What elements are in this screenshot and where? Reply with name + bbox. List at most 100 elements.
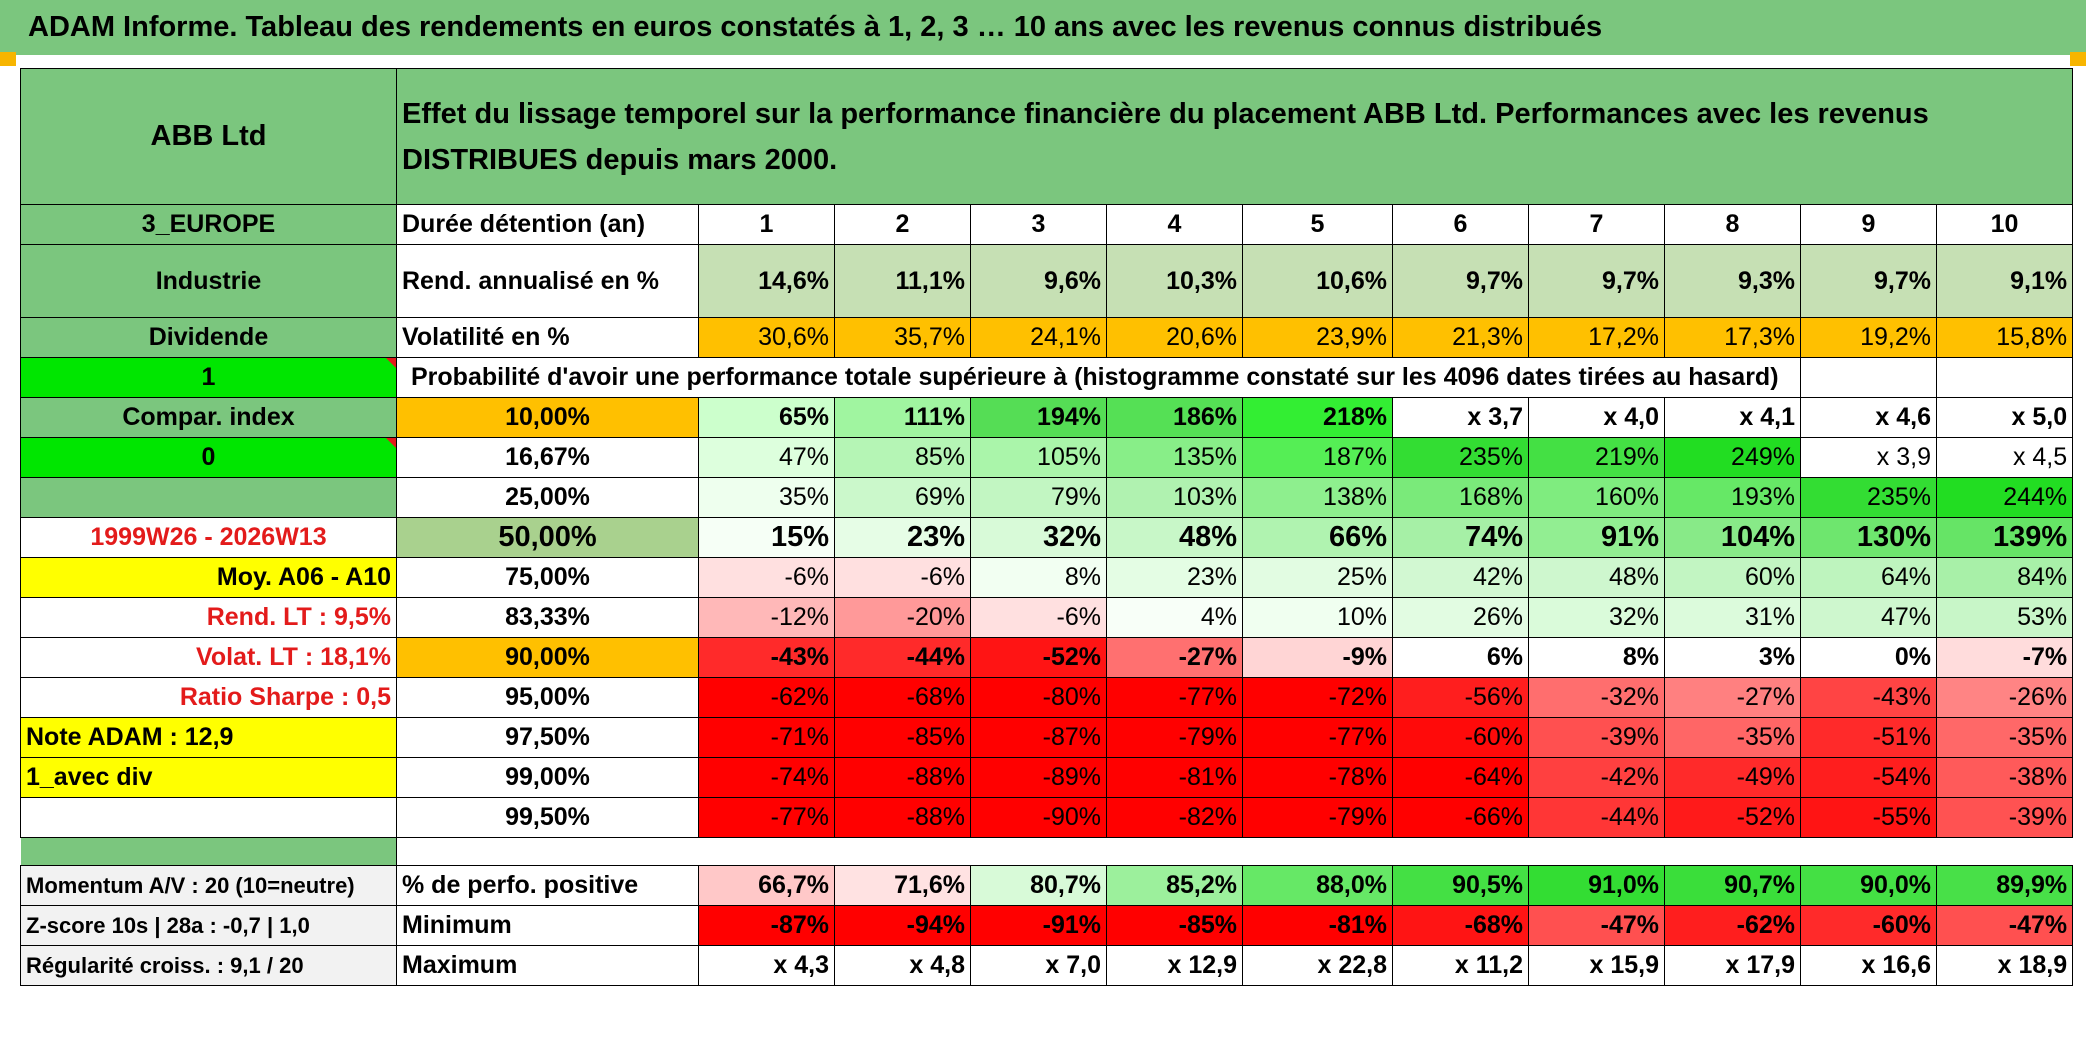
prob-value: -38% <box>1935 757 2074 798</box>
prob-value: x 4,1 <box>1664 397 1801 438</box>
rend-row: Industrie Rend. annualisé en % 14,6% 11,1… <box>20 244 2074 318</box>
flag-one: 1 <box>20 357 397 398</box>
prob-threshold-label: 99,00% <box>396 757 699 798</box>
maximum-value: x 4,3 <box>698 945 835 986</box>
minimum-row: Z-score 10s | 28a : -0,7 | 1,0 Minimum -… <box>20 905 2074 946</box>
spacer-white <box>396 837 2073 866</box>
minimum-value: -68% <box>1392 905 1529 946</box>
corner-marker-left <box>0 52 16 66</box>
minimum-value: -91% <box>970 905 1107 946</box>
maximum-row: Régularité croiss. : 9,1 / 20 Maximum x … <box>20 945 2074 986</box>
prob-value: 47% <box>698 437 835 478</box>
year-header: 1 <box>698 204 835 245</box>
prob-value: -52% <box>1664 797 1801 838</box>
vol-value: 15,8% <box>1935 317 2074 358</box>
positive-value: 71,6% <box>834 865 971 906</box>
prob-value: 35% <box>698 477 835 518</box>
prob-value: x 3,7 <box>1392 397 1529 438</box>
prob-value: -52% <box>970 637 1107 678</box>
maximum-value: x 12,9 <box>1106 945 1243 986</box>
prob-value: 65% <box>698 397 835 438</box>
prob-threshold-label: 99,50% <box>396 797 699 838</box>
prob-value: 79% <box>970 477 1107 518</box>
prob-value: -56% <box>1392 677 1529 718</box>
prob-value: 26% <box>1392 597 1529 638</box>
prob-value: 42% <box>1392 557 1529 598</box>
prob-value: -51% <box>1800 717 1937 758</box>
rend-value: 11,1% <box>834 244 971 318</box>
average-label: Moy. A06 - A10 <box>20 557 397 598</box>
prob-value: -68% <box>834 677 971 718</box>
prob-value: -9% <box>1242 637 1393 678</box>
flag-zero: 0 <box>20 437 397 478</box>
rend-value: 9,3% <box>1664 244 1801 318</box>
performance-sheet: ABB Ltd Effet du lissage temporel sur la… <box>20 68 2074 1028</box>
prob-value: 3% <box>1664 637 1801 678</box>
vol-value: 17,2% <box>1528 317 1665 358</box>
vol-row: Dividende Volatilité en % 30,6% 35,7% 24,1… <box>20 317 2074 358</box>
proba-title: Probabilité d'avoir une performance tota… <box>396 357 1801 398</box>
rend-value: 9,7% <box>1800 244 1937 318</box>
prob-value: x 5,0 <box>1935 397 2074 438</box>
prob-value: 64% <box>1800 557 1937 598</box>
rend-value: 9,7% <box>1392 244 1529 318</box>
header-description: Effet du lissage temporel sur la perform… <box>395 68 2074 205</box>
prob-value: 91% <box>1528 517 1665 558</box>
distribution-label: Dividende <box>20 317 397 358</box>
prob-threshold-label: 95,00% <box>396 677 699 718</box>
minimum-value: -47% <box>1935 905 2074 946</box>
prob-value: 48% <box>1528 557 1665 598</box>
prob-value: -85% <box>834 717 971 758</box>
year-header: 3 <box>970 204 1107 245</box>
prob-value: 32% <box>1528 597 1665 638</box>
prob-value: -35% <box>1664 717 1801 758</box>
prob-value: 60% <box>1664 557 1801 598</box>
prob-value: 85% <box>834 437 971 478</box>
prob-value: -27% <box>1664 677 1801 718</box>
year-header: 9 <box>1800 204 1937 245</box>
prob-value: -82% <box>1106 797 1243 838</box>
prob-value: -35% <box>1935 717 2074 758</box>
compar-index-label: Compar. index <box>20 397 397 438</box>
prob-row: Moy. A06 - A10 75,00% -6% -6% 8% 23% 25% 42% 48… <box>20 557 2074 598</box>
sector-label: Industrie <box>20 244 397 318</box>
rend-label: Rend. annualisé en % <box>396 244 699 318</box>
spacer-green <box>20 837 397 866</box>
minimum-label: Minimum <box>396 905 699 946</box>
prob-value: -81% <box>1106 757 1243 798</box>
prob-value: 66% <box>1242 517 1393 558</box>
vol-value: 23,9% <box>1242 317 1393 358</box>
prob-value: -44% <box>834 637 971 678</box>
prob-value: 74% <box>1392 517 1529 558</box>
vol-value: 30,6% <box>698 317 835 358</box>
volat-lt-label: Volat. LT : 18,1% <box>20 637 397 678</box>
maximum-value: x 17,9 <box>1664 945 1801 986</box>
prob-row: 1_avec div 99,00% -74% -88% -89% -81% -78% -64… <box>20 757 2074 798</box>
prob-row: 1999W26 - 2026W13 50,00% 15% 23% 32% 48% 66% 7… <box>20 517 2074 558</box>
prob-value: -39% <box>1528 717 1665 758</box>
prob-row: Ratio Sharpe : 0,5 95,00% -62% -68% -80% -77… <box>20 677 2074 718</box>
prob-value: 23% <box>1106 557 1243 598</box>
maximum-value: x 22,8 <box>1242 945 1393 986</box>
rend-value: 9,1% <box>1935 244 2074 318</box>
prob-row: 0 16,67% 47% 85% 105% 135% 187% 235% 219% 249% x … <box>20 437 2074 478</box>
prob-value: -80% <box>970 677 1107 718</box>
prob-value: -88% <box>834 757 971 798</box>
rend-value: 9,7% <box>1528 244 1665 318</box>
prob-value: -71% <box>698 717 835 758</box>
prob-value: 160% <box>1528 477 1665 518</box>
report-title: ADAM Informe. Tableau des rendements en … <box>0 0 2086 55</box>
prob-value: 0% <box>1800 637 1937 678</box>
prob-value: 48% <box>1106 517 1243 558</box>
regularity-label: Régularité croiss. : 9,1 / 20 <box>20 945 397 986</box>
prob-value: -20% <box>834 597 971 638</box>
prob-row: Rend. LT : 9,5% 83,33% -12% -20% -6% 4% 10% 26… <box>20 597 2074 638</box>
prob-value: 218% <box>1242 397 1393 438</box>
adam-note-label: Note ADAM : 12,9 <box>20 717 397 758</box>
prob-value: 8% <box>1528 637 1665 678</box>
spacer-row <box>20 837 2073 866</box>
prob-value: 219% <box>1528 437 1665 478</box>
empty-cell <box>1800 357 1937 398</box>
prob-value: x 4,6 <box>1800 397 1937 438</box>
proba-title-row: 1 Probabilité d'avoir une performance to… <box>20 357 2074 398</box>
